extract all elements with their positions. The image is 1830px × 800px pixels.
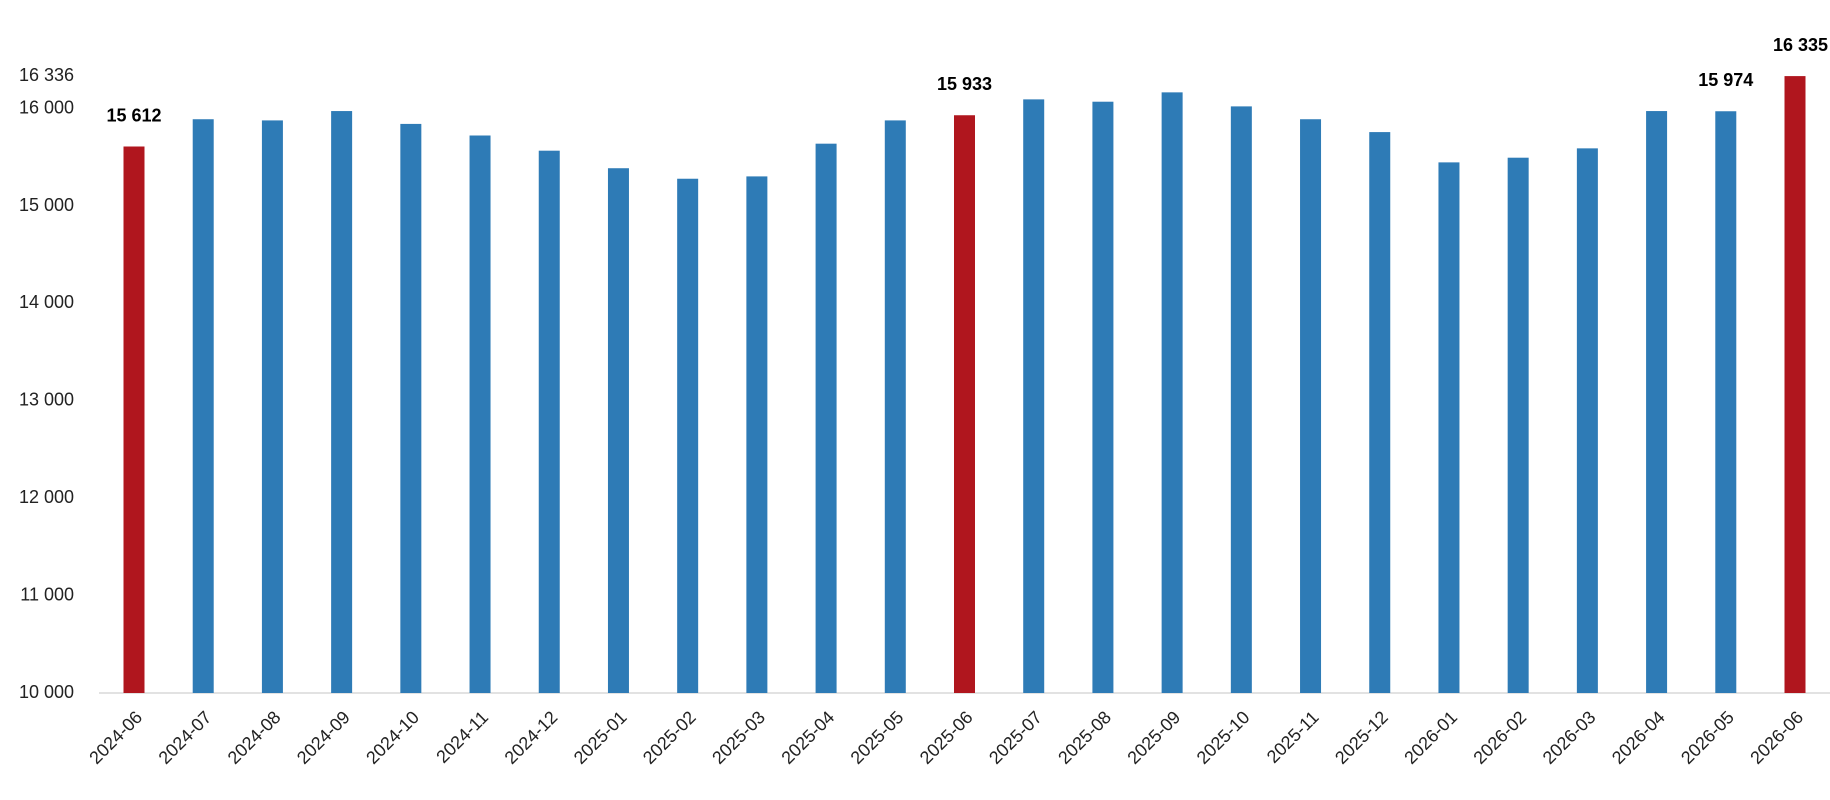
x-tick-label: 2026-05: [1677, 707, 1738, 768]
x-tick-label: 2024-10: [362, 707, 423, 768]
x-tick-label: 2026-04: [1608, 707, 1669, 768]
x-tick-label: 2025-02: [639, 707, 700, 768]
x-tick-label: 2025-04: [777, 707, 838, 768]
bar: [469, 135, 491, 693]
x-tick-label: 2024-09: [293, 707, 354, 768]
x-tick-label: 2024-06: [85, 707, 146, 768]
x-tick-label: 2025-05: [847, 707, 908, 768]
x-tick-label: 2024-08: [224, 707, 285, 768]
x-tick-label: 2025-10: [1193, 707, 1254, 768]
y-tick-label: 15 000: [19, 195, 74, 215]
bar: [192, 119, 214, 693]
y-tick-label: 12 000: [19, 487, 74, 507]
x-tick-label: 2025-03: [708, 707, 769, 768]
value-label: 16 335: [1773, 35, 1828, 55]
bar: [884, 120, 906, 694]
bar: [123, 146, 145, 693]
x-tick-label: 2025-08: [1054, 707, 1115, 768]
bar: [261, 120, 283, 694]
y-tick-label: 11 000: [20, 584, 74, 604]
y-tick-label: 10 000: [19, 682, 74, 702]
x-tick-label: 2026-03: [1539, 707, 1600, 768]
bar: [1023, 99, 1045, 693]
x-tick-label: 2025-07: [985, 707, 1046, 768]
bar: [746, 176, 768, 694]
bar: [1438, 162, 1460, 693]
y-tick-label: 16 336: [19, 65, 74, 85]
value-label: 15 933: [937, 74, 992, 94]
bar: [677, 178, 699, 693]
bar: [815, 143, 837, 693]
bar: [1230, 106, 1252, 694]
x-tick-label: 2025-11: [1263, 707, 1323, 767]
bar: [1300, 119, 1322, 693]
x-tick-label: 2025-01: [570, 707, 631, 768]
bar: [1784, 76, 1806, 693]
x-tick-label: 2026-02: [1469, 707, 1530, 768]
y-tick-label: 14 000: [19, 292, 74, 312]
bar: [607, 168, 629, 694]
y-tick-label: 16 000: [19, 97, 74, 117]
bar: [954, 115, 975, 694]
bar: [1646, 111, 1668, 693]
bar: [400, 123, 422, 693]
y-tick-label: 13 000: [19, 390, 74, 410]
x-tick-label: 2026-06: [1746, 707, 1807, 768]
x-tick-label: 2025-06: [916, 707, 977, 768]
bar: [1369, 132, 1391, 693]
value-label: 15 612: [106, 105, 161, 125]
bar: [538, 150, 560, 694]
bar: [1576, 148, 1598, 693]
x-tick-label: 2024-12: [501, 707, 562, 768]
x-tick-label: 2024-07: [155, 707, 216, 768]
bar: [1715, 111, 1737, 693]
bar: [331, 111, 353, 693]
x-tick-label: 2025-12: [1331, 707, 1392, 768]
x-tick-label: 2026-01: [1400, 707, 1461, 768]
value-label: 15 974: [1698, 70, 1753, 90]
x-tick-label: 2024-11: [432, 707, 492, 767]
bar: [1092, 101, 1114, 694]
bar: [1161, 92, 1183, 693]
x-tick-label: 2025-09: [1123, 707, 1184, 768]
bar: [1507, 157, 1529, 694]
